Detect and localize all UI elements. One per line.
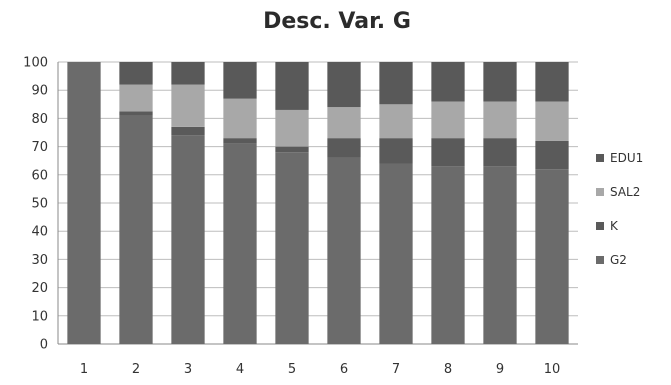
bar-segment-g2-9 — [483, 166, 517, 344]
bar-segment-sal2-4 — [223, 98, 257, 139]
x-tick-label: 7 — [392, 362, 400, 377]
bar-segment-k-2 — [119, 111, 153, 116]
bar-segment-sal2-7 — [379, 104, 413, 139]
x-tick-label: 3 — [184, 362, 192, 377]
bar-segment-k-3 — [171, 126, 205, 136]
y-tick-label: 40 — [31, 225, 48, 240]
bar-segment-edu1-4 — [223, 62, 257, 99]
bar-segment-edu1-3 — [171, 62, 205, 85]
bar-segment-g2-2 — [119, 115, 153, 344]
legend-swatch-sal2 — [596, 188, 604, 196]
bar-segment-sal2-10 — [535, 101, 569, 141]
bar-segment-edu1-9 — [483, 62, 517, 102]
bar-segment-k-5 — [275, 146, 309, 153]
bar-segment-edu1-5 — [275, 62, 309, 110]
legend-swatch-k — [596, 222, 604, 230]
legend-label-sal2: SAL2 — [610, 185, 640, 199]
bar-segment-g2-6 — [327, 157, 361, 344]
legend: EDU1 SAL2 K G2 — [596, 151, 643, 267]
y-tick-label: 50 — [31, 197, 48, 212]
y-tick-label: 80 — [31, 112, 48, 127]
bar-segment-sal2-6 — [327, 107, 361, 139]
y-tick-label: 70 — [31, 140, 48, 155]
bar-segment-edu1-10 — [535, 62, 569, 102]
bar-segment-sal2-5 — [275, 109, 309, 147]
x-tick-label: 5 — [288, 362, 296, 377]
bar-segment-edu1-8 — [431, 62, 465, 102]
x-tick-label: 1 — [80, 362, 88, 377]
x-tick-label: 9 — [496, 362, 504, 377]
bar-segment-g2-10 — [535, 169, 569, 344]
legend-label-edu1: EDU1 — [610, 151, 643, 165]
y-tick-label: 10 — [31, 309, 48, 324]
bar-segment-sal2-3 — [171, 84, 205, 127]
bar-segment-k-4 — [223, 138, 257, 144]
bar-segment-sal2-8 — [431, 101, 465, 139]
y-tick-label: 30 — [31, 253, 48, 268]
y-tick-label: 90 — [31, 84, 48, 99]
bars — [67, 62, 569, 344]
chart-title: Desc. Var. G — [263, 9, 411, 34]
bar-segment-g2-3 — [171, 135, 205, 344]
legend-swatch-edu1 — [596, 154, 604, 162]
bar-segment-k-7 — [379, 138, 413, 164]
x-axis-ticks: 1 2 3 4 5 6 7 8 9 10 — [80, 362, 560, 377]
bar-segment-k-10 — [535, 140, 569, 170]
bar-segment-k-8 — [431, 138, 465, 167]
y-tick-label: 20 — [31, 281, 48, 296]
y-tick-label: 0 — [40, 338, 48, 353]
y-tick-label: 60 — [31, 168, 48, 183]
bar-segment-edu1-7 — [379, 62, 413, 105]
x-tick-label: 4 — [236, 362, 244, 377]
bar-segment-g2-7 — [379, 163, 413, 344]
bar-segment-g2-4 — [223, 143, 257, 344]
x-tick-label: 6 — [340, 362, 348, 377]
x-tick-label: 8 — [444, 362, 452, 377]
bar-segment-edu1-6 — [327, 62, 361, 108]
bar-segment-edu1-2 — [119, 62, 153, 85]
y-tick-label: 100 — [23, 56, 48, 71]
bar-segment-g2-8 — [431, 166, 465, 344]
legend-label-g2: G2 — [610, 253, 627, 267]
x-tick-label: 10 — [544, 362, 561, 377]
x-tick-label: 2 — [132, 362, 140, 377]
bar-segment-g2-5 — [275, 152, 309, 344]
legend-swatch-g2 — [596, 256, 604, 264]
bar-segment-k-6 — [327, 138, 361, 158]
legend-label-k: K — [610, 219, 619, 233]
bar-segment-k-9 — [483, 138, 517, 167]
bar-segment-g2-1 — [67, 62, 101, 344]
bar-segment-sal2-2 — [119, 84, 153, 112]
bar-segment-sal2-9 — [483, 101, 517, 139]
y-axis-ticks: 0 10 20 30 40 50 60 70 80 90 100 — [23, 56, 48, 353]
